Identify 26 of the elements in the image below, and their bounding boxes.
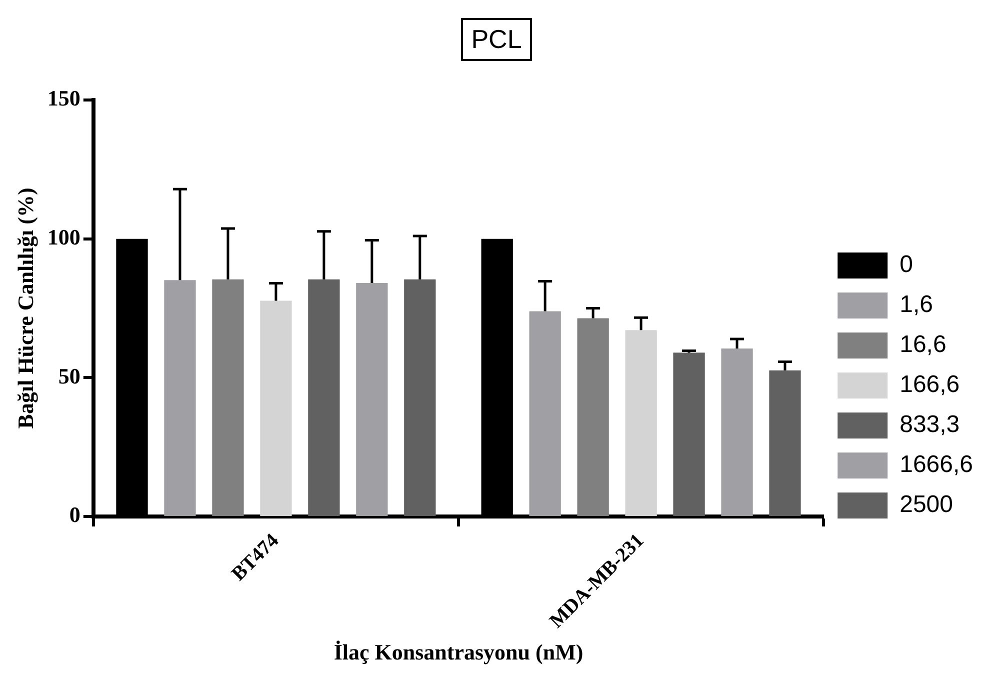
bar: [529, 311, 561, 516]
bar: [260, 300, 292, 516]
bar: [356, 282, 388, 516]
bar: [164, 280, 196, 516]
bar: [721, 348, 753, 516]
x-axis-title: İlaç Konsantrasyonu (nM): [334, 639, 584, 664]
bar: [308, 279, 340, 516]
y-tick-label: 0: [69, 502, 80, 528]
bar: [625, 330, 657, 516]
legend-label: 2500: [900, 491, 953, 518]
legend-label: 1,6: [900, 291, 933, 318]
bar: [577, 318, 609, 516]
y-axis-title: Bağıl Hücre Canlılığı (%): [12, 188, 38, 429]
legend-label: 166,6: [900, 371, 960, 398]
legend-label: 833,3: [900, 411, 960, 438]
legend-label: 1666,6: [900, 451, 973, 478]
bar: [212, 279, 244, 516]
y-tick-label: 150: [47, 86, 80, 111]
y-tick-label: 100: [47, 224, 80, 250]
bar: [769, 370, 801, 516]
legend-label: 16,6: [900, 331, 946, 358]
legend-label: 0: [900, 251, 913, 278]
bar: [673, 352, 705, 516]
y-tick-label: 50: [58, 363, 80, 388]
chart-title: PCL: [461, 18, 532, 61]
bar: [404, 279, 436, 516]
